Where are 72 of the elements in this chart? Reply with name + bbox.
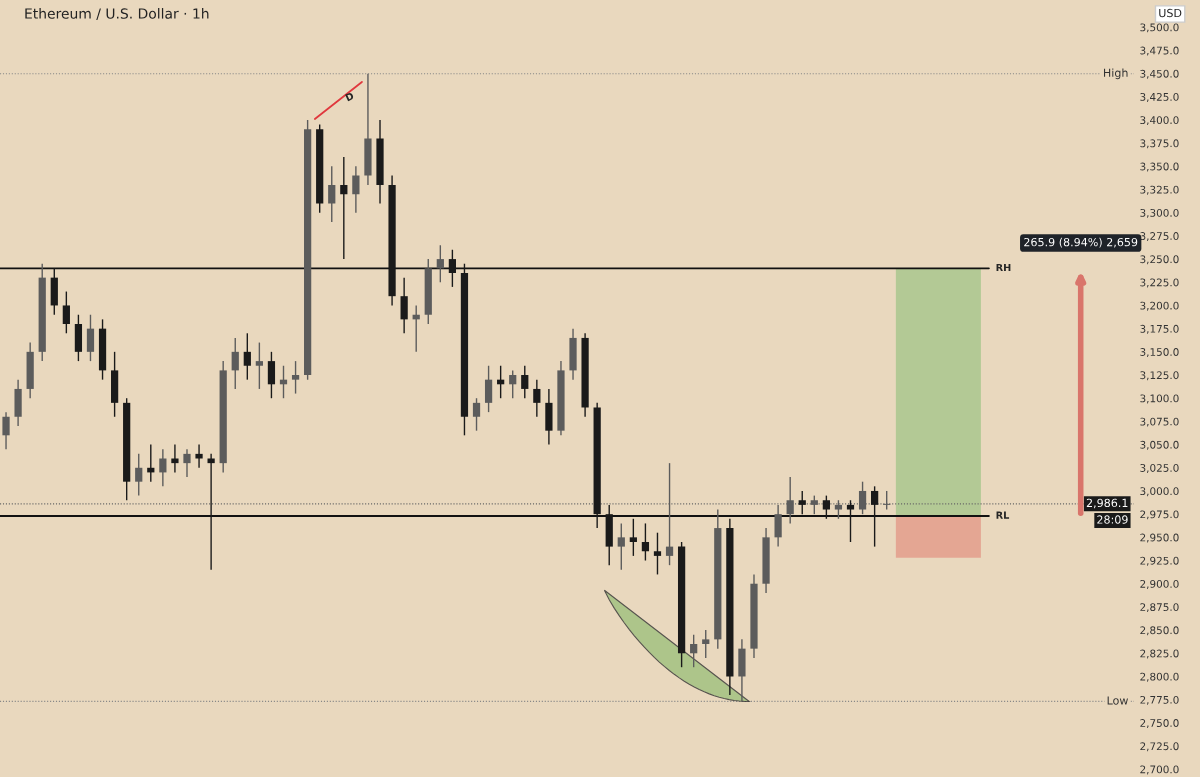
candlestick	[86, 314, 95, 362]
y-tick-label: 3,050.0	[1140, 440, 1179, 450]
candlestick	[340, 156, 348, 260]
annotation: D	[345, 91, 355, 102]
candlestick	[653, 532, 662, 576]
y-tick-label: 3,200.0	[1140, 301, 1179, 311]
y-tick-label: 2,975.0	[1140, 510, 1179, 520]
ref-line-label: RH	[996, 263, 1011, 272]
candlestick	[702, 629, 710, 659]
y-tick-label: 3,375.0	[1140, 139, 1179, 149]
y-tick-label: 3,300.0	[1140, 208, 1179, 218]
y-tick-label: 3,425.0	[1140, 92, 1179, 102]
candlestick	[135, 453, 143, 497]
candlestick	[690, 634, 698, 668]
y-tick-label: 3,125.0	[1140, 371, 1179, 381]
y-tick-label: 3,175.0	[1140, 324, 1179, 334]
candlestick	[533, 378, 541, 418]
candlestick	[255, 341, 263, 390]
y-tick-label: 2,725.0	[1140, 742, 1179, 752]
y-tick-label: 3,250.0	[1140, 255, 1179, 265]
y-tick-label: 3,025.0	[1140, 464, 1179, 473]
candlestick	[521, 365, 529, 399]
chart-title: Ethereum / U.S. Dollar · 1h	[25, 8, 209, 20]
y-tick-label: 2,800.0	[1140, 672, 1179, 682]
candlestick	[62, 290, 70, 334]
candlestick	[617, 522, 625, 571]
candlestick	[509, 369, 517, 399]
y-tick-label: 2,950.0	[1140, 533, 1179, 543]
y-tick-label: 2,925.0	[1140, 556, 1179, 566]
candlestick	[2, 411, 10, 450]
candlestick	[243, 332, 251, 381]
y-tick-label: 2,900.0	[1140, 579, 1179, 589]
y-tick-label: 2,825.0	[1140, 649, 1179, 659]
annotation: 265.9 (8.94%) 2,659	[1024, 237, 1138, 248]
y-tick-label: 3,325.0	[1140, 185, 1179, 195]
y-tick-label: 3,150.0	[1140, 348, 1179, 357]
candlestick	[267, 351, 276, 399]
ref-line-label: High	[1104, 68, 1128, 80]
candlestick	[436, 244, 444, 283]
text: USD	[1159, 8, 1182, 18]
y-tick-label: 3,400.0	[1140, 116, 1179, 126]
y-tick-label: 3,100.0	[1140, 394, 1179, 404]
y-tick-label: 3,475.0	[1140, 46, 1179, 56]
y-tick-label: 3,450.0	[1140, 69, 1179, 79]
y-tick-label: 2,775.0	[1140, 695, 1179, 705]
candlestick	[291, 360, 300, 395]
candlestick	[328, 165, 336, 223]
candlestick	[472, 397, 481, 432]
y-tick-label: 2,850.0	[1140, 626, 1179, 636]
y-tick-label: 3,350.0	[1140, 162, 1179, 172]
y-tick-label: 2,700.0	[1140, 765, 1179, 775]
candlestick	[641, 522, 650, 562]
candlestick	[629, 518, 637, 557]
annotation: 28:09	[1097, 515, 1128, 524]
candlestick	[231, 337, 239, 390]
candlestick	[183, 448, 191, 478]
y-tick-label: 2,750.0	[1140, 719, 1179, 729]
y-tick-label: 3,000.0	[1140, 487, 1179, 497]
y-tick-label: 3,225.0	[1140, 278, 1179, 288]
y-tick-label: 3,075.0	[1140, 417, 1179, 427]
candlestick	[484, 365, 493, 413]
candlestick	[195, 443, 203, 469]
y-tick-label: 2,875.0	[1140, 603, 1179, 613]
candlestick	[159, 448, 167, 488]
y-tick-label: 3,275.0	[1140, 232, 1179, 242]
ref-line-label: 2,986.1	[1086, 498, 1128, 509]
candlestick	[400, 276, 408, 334]
candlestick	[171, 443, 179, 474]
candlestick	[352, 165, 360, 214]
ref-line-label: RL	[996, 511, 1010, 519]
y-tick-label: 3,500.0	[1140, 23, 1179, 33]
ref-line-label: Low	[1107, 696, 1128, 705]
